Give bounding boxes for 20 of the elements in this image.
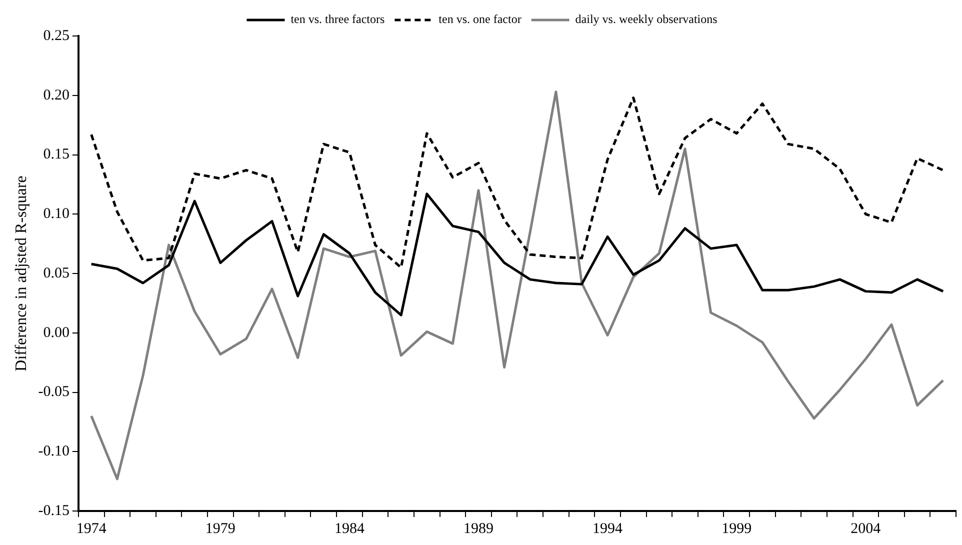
x-tick-label: 1989 — [464, 520, 494, 537]
x-tick-label: 1979 — [205, 520, 236, 537]
legend-label: ten vs. three factors — [290, 12, 386, 26]
y-tick-label: -0.15 — [38, 502, 70, 519]
x-tick-label: 1984 — [334, 520, 365, 537]
y-tick-label: 0.20 — [43, 87, 70, 104]
y-tick-label: 0.05 — [43, 265, 70, 282]
x-tick-label: 2004 — [850, 520, 882, 537]
y-tick-label: -0.05 — [38, 384, 70, 400]
y-tick-label: 0.10 — [43, 206, 70, 222]
y-tick-label: 0.00 — [43, 324, 70, 341]
legend-label: daily vs. weekly observations — [575, 12, 718, 26]
x-tick-label: 1999 — [722, 520, 752, 537]
y-tick-label: 0.25 — [43, 28, 70, 44]
y-tick-label: 0.15 — [43, 146, 70, 163]
x-tick-label: 1994 — [592, 520, 624, 537]
y-tick-label: -0.10 — [38, 444, 70, 460]
x-tick-label: 1974 — [76, 520, 107, 537]
y-axis-title: Difference in adjsted R-square — [12, 176, 30, 372]
legend-label: ten vs. one factor — [438, 12, 522, 26]
